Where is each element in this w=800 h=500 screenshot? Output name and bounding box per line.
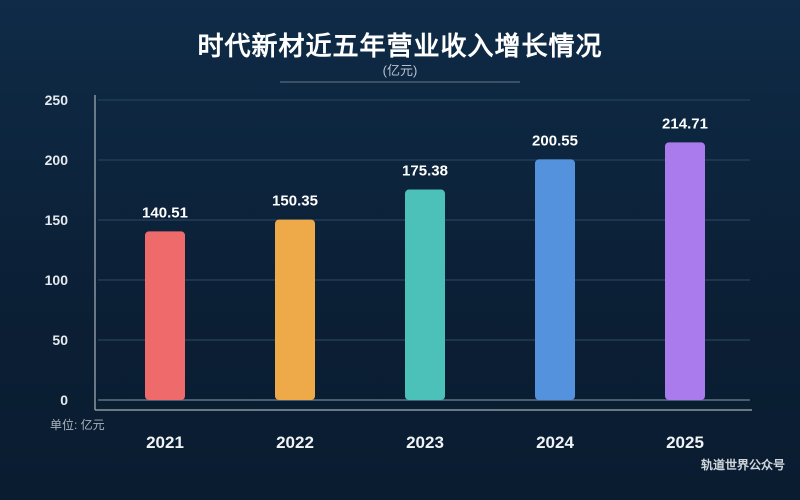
y-tick-label: 100 — [45, 272, 69, 288]
value-label: 140.51 — [142, 204, 188, 221]
x-tick-label: 2024 — [536, 433, 574, 452]
chart-title: 时代新材近五年营业收入增长情况 — [197, 31, 603, 61]
y-tick-label: 0 — [60, 392, 68, 408]
y-tick-label: 50 — [52, 332, 68, 348]
value-label: 150.35 — [272, 193, 318, 210]
x-tick-label: 2021 — [146, 433, 184, 452]
bar-2025 — [665, 142, 705, 400]
x-tick-label: 2025 — [666, 433, 704, 452]
bar-2021 — [145, 231, 185, 400]
chart-subtitle: (亿元) — [382, 63, 418, 78]
watermark: 轨道世界公众号 — [700, 458, 785, 472]
y-tick-label: 150 — [45, 212, 69, 228]
value-label: 200.55 — [532, 132, 578, 149]
value-label: 214.71 — [662, 115, 708, 132]
bar-2024 — [535, 159, 575, 400]
value-label: 175.38 — [402, 163, 448, 180]
bar-2023 — [405, 189, 445, 400]
title-divider — [280, 81, 520, 83]
x-tick-label: 2022 — [276, 433, 314, 452]
y-tick-label: 200 — [45, 152, 69, 168]
y-tick-label: 250 — [45, 92, 69, 108]
bar-2022 — [275, 219, 315, 400]
unit-label: 单位: 亿元 — [50, 418, 105, 432]
x-tick-label: 2023 — [406, 433, 444, 452]
